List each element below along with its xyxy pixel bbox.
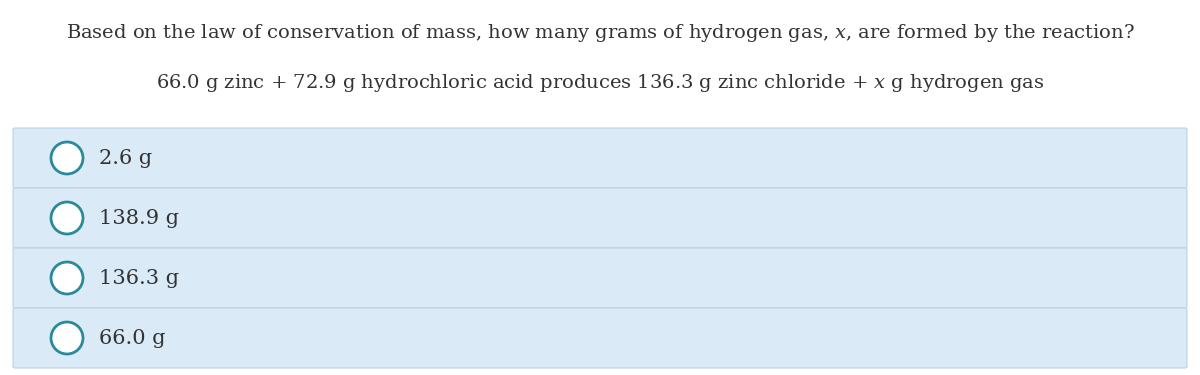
Ellipse shape xyxy=(50,262,83,294)
FancyBboxPatch shape xyxy=(13,308,1187,368)
Text: 66.0 g: 66.0 g xyxy=(98,328,166,348)
Ellipse shape xyxy=(50,202,83,234)
Text: 66.0 g zinc + 72.9 g hydrochloric acid produces 136.3 g zinc chloride + $x$ g hy: 66.0 g zinc + 72.9 g hydrochloric acid p… xyxy=(156,72,1044,94)
Ellipse shape xyxy=(50,322,83,354)
Ellipse shape xyxy=(50,142,83,174)
Text: 138.9 g: 138.9 g xyxy=(98,209,179,228)
Text: 136.3 g: 136.3 g xyxy=(98,268,179,288)
FancyBboxPatch shape xyxy=(13,128,1187,188)
FancyBboxPatch shape xyxy=(13,188,1187,248)
Text: Based on the law of conservation of mass, how many grams of hydrogen gas, $x$, a: Based on the law of conservation of mass… xyxy=(66,22,1134,44)
FancyBboxPatch shape xyxy=(13,248,1187,308)
Text: 2.6 g: 2.6 g xyxy=(98,148,152,168)
